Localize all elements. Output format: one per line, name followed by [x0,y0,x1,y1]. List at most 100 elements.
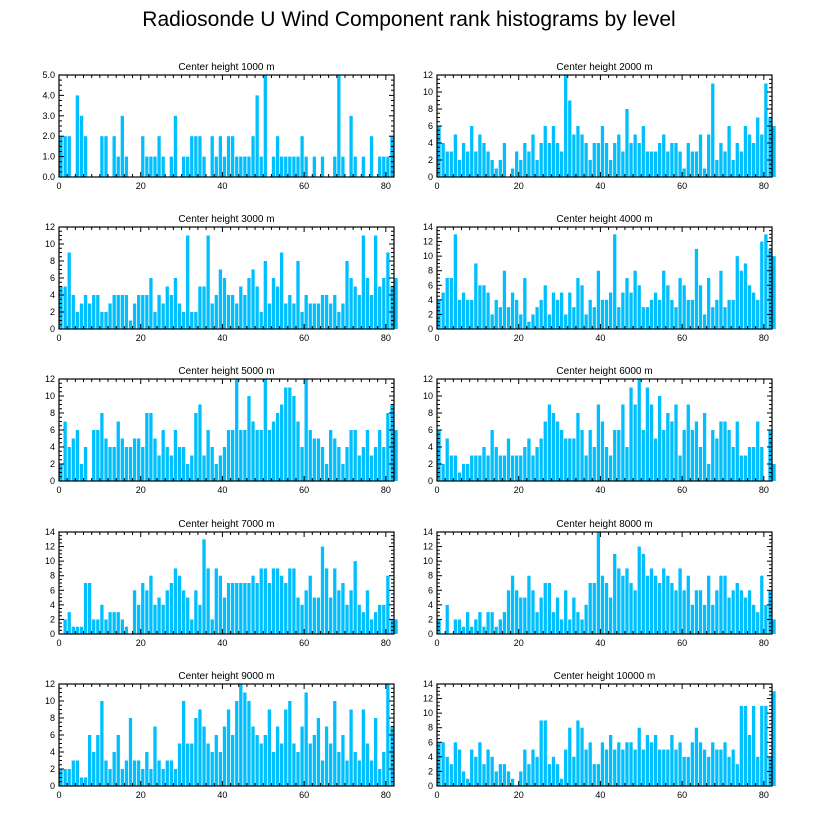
histogram-bar [345,261,349,329]
histogram-bar [108,769,112,786]
histogram-bar [251,136,255,177]
histogram-bar [457,160,462,177]
histogram-bar [678,742,682,786]
histogram-bar [361,709,366,786]
histogram-bar [760,705,764,786]
histogram-bar [369,136,374,177]
histogram-bar [441,464,445,481]
histogram-bar [132,590,137,634]
histogram-bar [502,455,507,481]
histogram-bar [506,438,511,481]
histogram-bar [333,295,337,329]
histogram-bar [478,612,482,634]
y-tick-label: 0 [50,781,55,791]
histogram-bar [445,756,449,786]
histogram-bar [694,727,699,786]
histogram-bar [694,248,699,329]
histogram-bar [608,455,613,481]
histogram-bar [104,438,108,481]
x-tick-label: 60 [299,333,309,343]
histogram-bar [527,321,531,329]
histogram-bar [515,299,519,329]
histogram-bar [604,299,609,329]
histogram-bar [100,604,104,634]
y-tick-label: 14 [423,527,433,537]
histogram-bar [723,575,727,634]
histogram-bar [682,285,686,329]
panel-title: Center height 3000 m [178,214,274,225]
x-tick-label: 60 [677,333,687,343]
histogram-bar [198,604,202,634]
histogram-bar [369,295,374,329]
histogram-bar [308,743,312,786]
histogram-bar [386,252,390,329]
histogram-bar [747,735,752,786]
histogram-bar [743,455,748,481]
histogram-bar [198,136,202,177]
histogram-bar [592,583,596,634]
histogram-bar [280,575,284,634]
y-tick-label: 10 [45,696,55,706]
histogram-bar [649,151,654,177]
histogram-bar [378,604,382,634]
y-tick-label: 4 [50,290,55,300]
histogram-bar [218,136,223,177]
histogram-bar [124,760,129,786]
histogram-bar [132,303,137,329]
histogram-bar [515,455,519,481]
histogram-bar [320,760,325,786]
histogram-bar [474,151,478,177]
histogram-bar [292,156,296,177]
histogram-bar [457,619,462,634]
histogram-bar [222,447,227,481]
histogram-bar [723,307,727,329]
histogram-bar [662,270,666,329]
y-tick-label: 12 [45,374,55,384]
histogram-bar [555,597,560,634]
histogram-bar [210,303,214,329]
histogram-bar [731,160,735,177]
histogram-bar [461,464,466,481]
histogram-bar [739,270,744,329]
y-tick-label: 6 [50,730,55,740]
histogram-bar [349,709,353,786]
histogram-bar [181,156,186,177]
histogram-bar [747,285,752,329]
histogram-bar [169,295,173,329]
histogram-bar [715,160,719,177]
histogram-bar [470,749,474,786]
histogram-bar [112,612,116,634]
histogram-bar [316,303,321,329]
histogram-bar [747,447,752,481]
histogram-bar [353,430,357,481]
histogram-bar [88,583,92,634]
histogram-bar [128,447,133,481]
histogram-bar [719,749,723,786]
histogram-bar [535,756,539,786]
histogram-bar [96,295,100,329]
histogram-bar [341,156,345,177]
histogram-bar [645,575,650,634]
y-tick-label: 8 [428,408,433,418]
histogram-bar [165,286,169,329]
histogram-bar [551,126,556,177]
histogram-bar [510,168,515,177]
histogram-bar [478,742,482,786]
x-tick-label: 20 [136,485,146,495]
histogram-bar [772,619,776,634]
histogram-bar [502,764,507,786]
histogram-bar [222,278,227,329]
histogram-bar [243,583,247,634]
histogram-bar [296,752,300,786]
histogram-bar [510,575,515,634]
histogram-bar [96,430,100,481]
histogram-bar [222,597,227,634]
histogram-bar [727,756,731,786]
y-tick-label: 8 [50,256,55,266]
histogram-bar [173,568,178,634]
histogram-bar [316,718,321,786]
histogram-bar [161,769,165,786]
panel-title: Center height 6000 m [556,366,652,377]
x-tick-label: 0 [56,485,61,495]
y-tick-label: 12 [423,70,433,80]
